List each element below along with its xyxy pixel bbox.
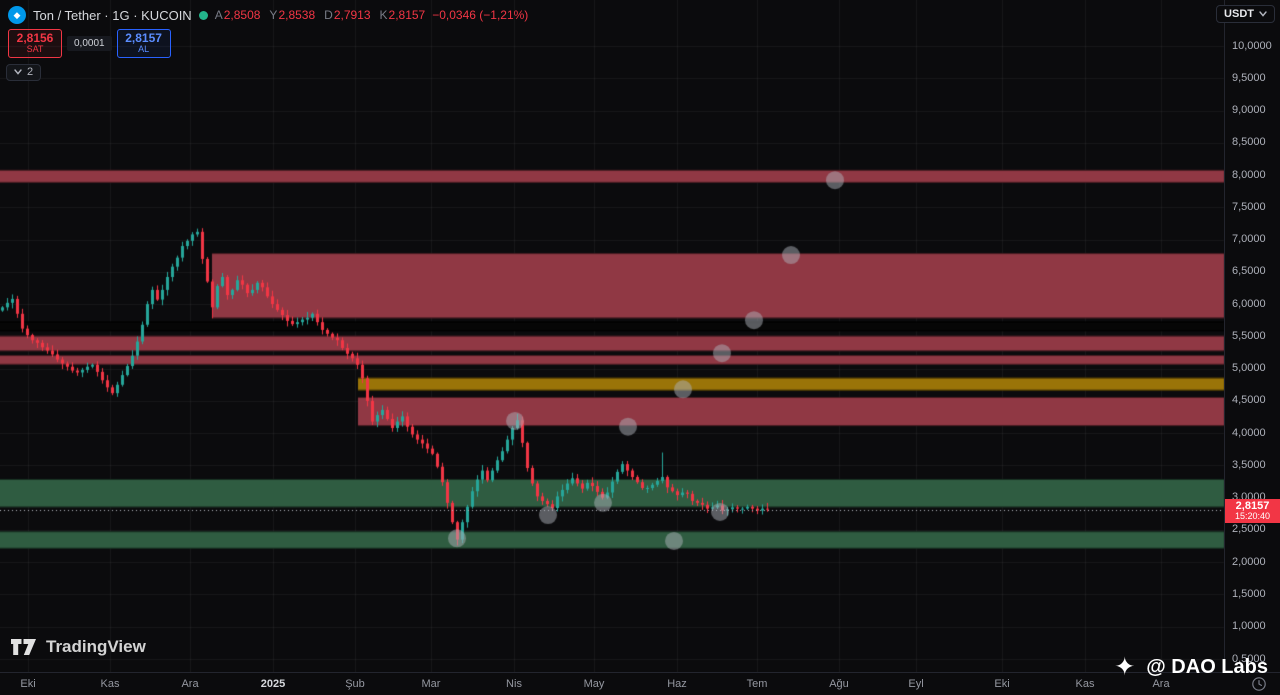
currency-label: USDT bbox=[1224, 8, 1254, 20]
change-value: −0,0346 (−1,21%) bbox=[432, 8, 529, 22]
time-axis-label: Kas bbox=[100, 678, 120, 690]
time-axis-label: May bbox=[583, 678, 605, 690]
price-axis[interactable]: 2,8157 15:20:40 10,0000 9,5000 9,0000 8,500… bbox=[1224, 0, 1280, 672]
time-axis-label: Kas bbox=[1075, 678, 1095, 690]
time-axis-label: Ara bbox=[1152, 678, 1170, 690]
price-axis-label: 1,5000 bbox=[1232, 587, 1266, 600]
close-label: K bbox=[379, 8, 388, 22]
ohlc-values: A 2,8508 Y 2,8538 D 2,7913 K 2,8157 bbox=[215, 8, 426, 22]
indicators-count: 2 bbox=[27, 66, 34, 78]
price-axis-label: 6,0000 bbox=[1232, 297, 1266, 310]
price-axis-label: 7,0000 bbox=[1232, 233, 1266, 246]
legend-collapse-chip[interactable]: 2 bbox=[6, 64, 42, 81]
symbol-legend: ◆ Ton / Tether · 1G · KUCOIN A 2,8508 Y 2,… bbox=[8, 6, 528, 24]
price-axis-label: 8,0000 bbox=[1232, 168, 1266, 181]
price-axis-label: 6,5000 bbox=[1232, 265, 1266, 278]
buy-label: AL bbox=[138, 44, 150, 55]
sell-label: SAT bbox=[26, 44, 44, 55]
time-axis[interactable]: Eki Kas Ara 2025 Şub Mar Nis May Haz Tem Ağu Eyl Eki… bbox=[0, 672, 1280, 695]
time-axis-label: 2025 bbox=[260, 678, 286, 690]
price-axis-label: 8,5000 bbox=[1232, 136, 1266, 149]
trade-buttons: 2,8156 SAT 0,0001 2,8157 AL bbox=[8, 29, 171, 58]
tradingview-logo-icon bbox=[11, 639, 36, 655]
buy-price: 2,8157 bbox=[125, 31, 162, 46]
time-axis-label: Haz bbox=[667, 678, 687, 690]
time-axis-label: Eki bbox=[20, 678, 36, 690]
dao-labs-watermark: ✦ @ DAO Labs bbox=[1114, 655, 1268, 680]
sell-price: 2,8156 bbox=[16, 31, 54, 46]
time-axis-label: Tem bbox=[746, 678, 768, 690]
time-axis-label: Şub bbox=[345, 678, 365, 690]
price-axis-label: 7,5000 bbox=[1232, 200, 1266, 213]
high-label: Y bbox=[269, 8, 278, 22]
symbol-title[interactable]: Ton / Tether · 1G · KUCOIN bbox=[33, 7, 192, 23]
buy-button[interactable]: 2,8157 AL bbox=[116, 29, 171, 58]
watermark-label: @ DAO Labs bbox=[1146, 656, 1268, 678]
currency-selector[interactable]: USDT bbox=[1216, 5, 1275, 23]
axis-clock-icon[interactable] bbox=[1251, 676, 1267, 695]
price-axis-label: 5,5000 bbox=[1232, 329, 1266, 342]
time-axis-label: Mar bbox=[421, 678, 441, 690]
low-label: D bbox=[324, 8, 333, 22]
high-value: 2,8538 bbox=[278, 8, 316, 22]
time-axis-label: Eki bbox=[994, 678, 1010, 690]
sell-button[interactable]: 2,8156 SAT bbox=[8, 29, 62, 58]
tradingview-label: TradingView bbox=[46, 637, 146, 656]
open-value: 2,8508 bbox=[223, 8, 261, 22]
price-axis-label: 1,0000 bbox=[1232, 620, 1266, 633]
dao-labs-logo-icon: ✦ bbox=[1114, 653, 1136, 681]
price-axis-label: 10,0000 bbox=[1232, 39, 1272, 52]
ton-logo-icon: ◆ bbox=[8, 6, 26, 24]
price-axis-label: 9,0000 bbox=[1232, 104, 1266, 117]
price-axis-label: 0,5000 bbox=[1232, 652, 1266, 665]
time-axis-label: Eyl bbox=[908, 678, 924, 690]
price-axis-label: 5,0000 bbox=[1232, 362, 1266, 375]
price-axis-label: 2,0000 bbox=[1232, 555, 1266, 568]
open-label: A bbox=[214, 8, 223, 22]
time-axis-label: Ağu bbox=[829, 678, 849, 690]
chevron-down-icon bbox=[14, 69, 22, 75]
chevron-down-icon bbox=[1259, 11, 1267, 17]
price-axis-label: 3,5000 bbox=[1232, 458, 1266, 471]
kucoin-icon bbox=[198, 10, 208, 20]
tradingview-brand[interactable]: TradingView bbox=[10, 637, 146, 657]
time-axis-label: Nis bbox=[506, 678, 522, 690]
low-value: 2,7913 bbox=[333, 8, 371, 22]
price-axis-label: 4,5000 bbox=[1232, 394, 1266, 407]
spread-value: 0,0001 bbox=[67, 36, 112, 51]
last-price: 2,8157 bbox=[1235, 499, 1270, 512]
price-axis-label: 9,5000 bbox=[1232, 71, 1266, 84]
bar-countdown: 15:20:40 bbox=[1234, 511, 1271, 522]
close-value: 2,8157 bbox=[388, 8, 426, 22]
last-price-badge: 2,8157 15:20:40 bbox=[1225, 498, 1280, 524]
price-axis-label: 4,0000 bbox=[1232, 426, 1266, 439]
price-axis-label: 2,5000 bbox=[1232, 523, 1266, 536]
time-axis-label: Ara bbox=[181, 678, 199, 690]
